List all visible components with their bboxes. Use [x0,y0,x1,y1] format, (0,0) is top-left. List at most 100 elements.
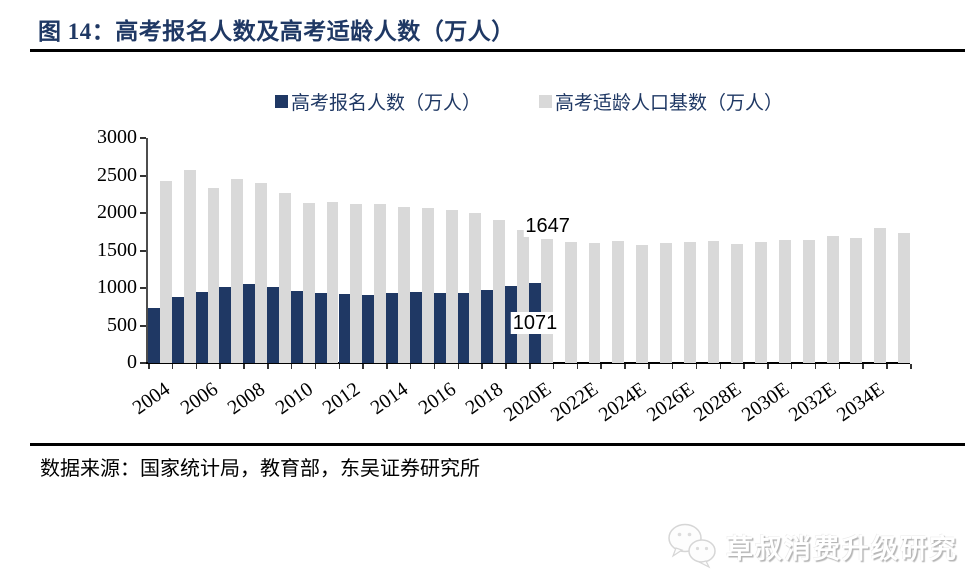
bar-2013-series0 [362,294,375,363]
x-tick [695,364,698,369]
bar-2017-series0 [457,292,470,363]
bar-2014-series0 [386,292,399,363]
bar-2005-series0 [171,297,184,363]
bar-2031E-series1 [802,239,815,363]
bar-2008-series0 [243,284,256,363]
bar-2011-series0 [314,293,327,363]
bar-2022E-series1 [588,243,601,363]
bar-2010-series1 [302,202,315,363]
x-tick [267,364,269,369]
x-tick [433,364,436,369]
bar-2005-series1 [183,169,196,363]
x-axis-label-2024E: 2024E [594,378,651,427]
plot-area: 1647 1071 [148,138,910,363]
legend-swatch-navy [274,95,288,108]
x-tick [671,364,674,369]
x-tick [219,364,221,369]
title-divider-line [30,49,965,52]
x-axis-label-2010: 2010 [271,378,317,420]
source-divider-line [30,443,965,446]
bar-2024E-series1 [636,244,649,363]
legend-label: 高考适龄人口基数（万人） [555,93,784,114]
x-tick [171,364,174,369]
chart-legend: 高考报名人数（万人） 高考适龄人口基数（万人） [148,88,910,115]
bar-2009-series0 [267,286,279,363]
x-tick [457,364,460,369]
y-tick-3000 [140,137,146,139]
bar-2006-series0 [195,291,208,363]
bar-2034E-series1 [874,228,887,363]
bar-2004-series0 [148,308,160,363]
bar-2016-series1 [445,210,458,363]
x-tick [338,364,340,369]
bar-2009-series1 [278,192,291,363]
x-axis-label-2008: 2008 [223,378,270,420]
y-axis-label-500: 500 [107,313,137,336]
bar-2033E-series1 [850,238,863,363]
bar-2008-series1 [255,183,268,363]
bar-2028E-series1 [731,243,744,363]
bar-2015-series1 [421,207,434,363]
y-axis-label-2500: 2500 [97,163,137,186]
x-axis-labels: 2004 2006 2008 2010 2012 2014 2016 2018 2020E 202… [129,366,910,427]
y-axis-label-0: 0 [127,351,137,373]
bar-2016-series0 [433,292,446,363]
x-tick [838,364,841,369]
bar-2010-series0 [290,291,303,363]
y-axis-line [146,138,148,364]
x-tick [910,364,912,369]
x-tick [576,364,579,369]
y-axis-label-2000: 2000 [97,201,137,223]
bar-2006-series1 [207,188,220,363]
y-tick-0 [140,362,146,364]
x-axis-label-2030E: 2030E [737,378,794,427]
bar-2004-series1 [159,180,172,363]
x-tick [767,364,769,369]
x-tick [290,364,293,369]
x-tick [529,364,531,369]
y-tick-1500 [140,249,146,252]
watermark-text: 草叔消费升级研究 [726,533,958,564]
y-tick-1000 [140,287,146,289]
bar-2019-series1 [517,229,529,363]
x-axis-label-2004: 2004 [128,378,174,420]
bar-2032E-series1 [826,235,839,363]
x-axis-label-2034E: 2034E [832,378,889,427]
watermark: 草叔消费升级研究 [666,522,958,570]
bar-2021E-series1 [564,242,577,363]
figure-title: 图 14：高考报名人数及高考适龄人数（万人） [38,19,515,44]
bar-2030E-series1 [779,240,791,363]
bar-2026E-series1 [683,241,696,363]
x-tick [314,364,317,369]
value-label-1647: 1647 [523,214,572,237]
bar-2014-series1 [398,206,410,363]
wechat-icon [668,523,716,569]
x-tick [362,364,364,369]
x-axis-label-2020E: 2020E [499,378,555,427]
x-tick [148,364,150,369]
bar-2012-series0 [338,294,351,363]
bar-2023E-series1 [612,240,625,363]
legend-swatch-gray [539,95,552,108]
legend-item-registrations: 高考报名人数（万人） [274,88,481,115]
x-tick [790,364,793,369]
x-axis-label-2018: 2018 [461,378,508,420]
y-tick-2000 [140,212,146,214]
x-tick [243,364,245,369]
x-tick [719,364,721,369]
y-axis-label-3000: 3000 [97,126,137,148]
bar-2027E-series1 [707,241,720,363]
bar-2015-series0 [409,292,422,363]
bar-2018-series1 [493,219,506,363]
bar-2017-series1 [469,213,482,363]
x-axis-line [146,362,910,364]
legend-label: 高考报名人数（万人） [290,93,481,114]
bar-2020E-series1 [540,239,553,363]
bar-2011-series1 [326,202,339,363]
x-tick [886,364,888,369]
bar-2018-series0 [481,289,494,363]
x-axis-label-2026E: 2026E [642,378,698,427]
x-axis-label-2006: 2006 [176,378,222,420]
x-tick [481,364,483,369]
x-tick [600,364,602,369]
